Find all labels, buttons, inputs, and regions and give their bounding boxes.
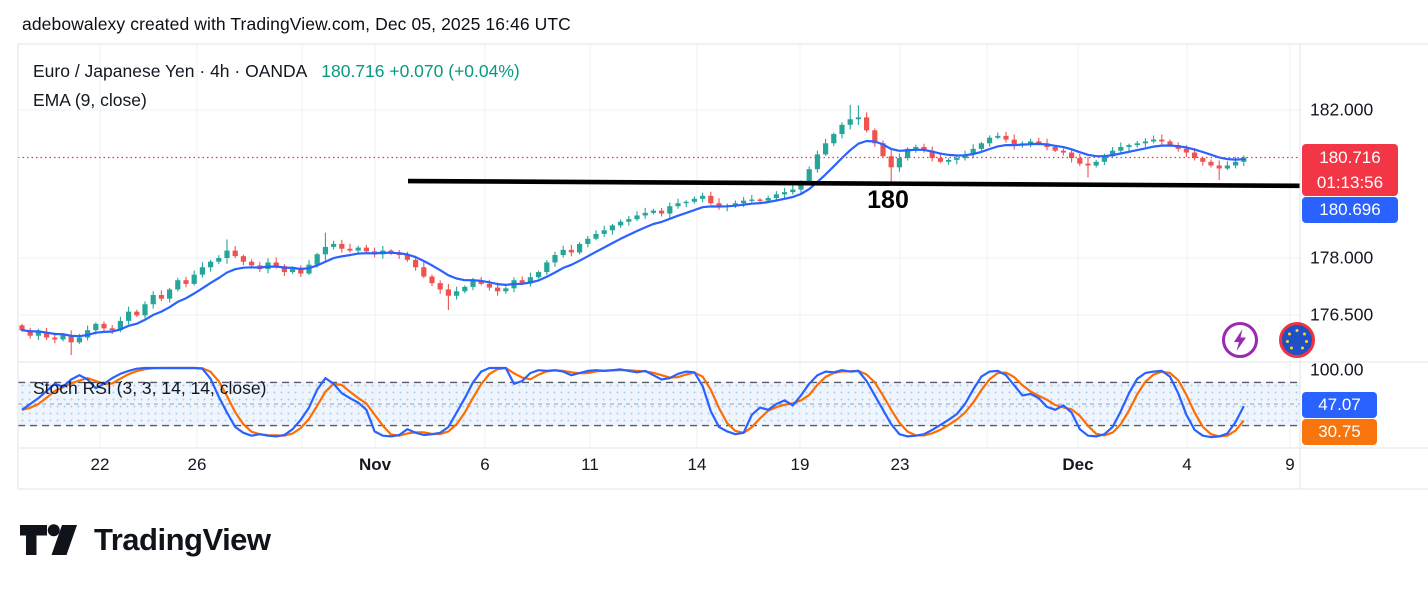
price-scale[interactable]: 182.000 178.000 176.500 100.00 bbox=[1300, 44, 1428, 489]
support-trendline[interactable] bbox=[407, 178, 1301, 189]
stoch-k-line[interactable] bbox=[21, 366, 1245, 439]
ema-line[interactable] bbox=[20, 139, 1245, 338]
eu-flag-icon[interactable] bbox=[1278, 321, 1316, 359]
support-level-label[interactable]: 180 bbox=[867, 186, 909, 214]
symbol-title: Euro / Japanese Yen · 4h · OANDA bbox=[33, 61, 307, 81]
lightning-bolt-icon[interactable] bbox=[1221, 321, 1259, 359]
last-price-badge: 180.716 01:13:56 bbox=[1302, 144, 1398, 196]
symbol-values: 180.716 +0.070 (+0.04%) bbox=[321, 61, 520, 81]
time-axis-label: 9 bbox=[1285, 455, 1295, 474]
time-axis-label: 23 bbox=[890, 455, 910, 474]
time-axis-label: 14 bbox=[687, 455, 707, 474]
stoch-rsi-legend[interactable]: Stoch RSI (3, 3, 14, 14, close) bbox=[33, 378, 267, 398]
stoch-d-value-badge: 30.75 bbox=[1302, 419, 1377, 445]
price-scale-label: 182.000 bbox=[1310, 99, 1374, 120]
ema-legend[interactable]: EMA (9, close) bbox=[33, 90, 147, 110]
price-scale-label: 176.500 bbox=[1310, 304, 1374, 325]
candles bbox=[19, 104, 1247, 356]
stoch-levels bbox=[18, 381, 1300, 427]
ema-value-badge: 180.696 bbox=[1302, 197, 1398, 223]
tradingview-logo[interactable]: TradingView bbox=[20, 516, 271, 564]
price-scale-label: 100.00 bbox=[1310, 359, 1364, 380]
time-axis-label: 22 bbox=[90, 455, 110, 474]
last-price-value: 180.716 bbox=[1319, 148, 1381, 167]
time-axis-label: Dec bbox=[1062, 455, 1094, 474]
time-axis-label: 19 bbox=[790, 455, 810, 474]
stoch-k-value-badge: 47.07 bbox=[1302, 392, 1377, 418]
time-axis-label: 26 bbox=[187, 455, 207, 474]
time-axis[interactable]: 22 26 Nov 6 11 14 19 23 Dec 4 9 bbox=[18, 455, 1300, 481]
pane-borders bbox=[17, 43, 1428, 490]
bar-countdown: 01:13:56 bbox=[1316, 173, 1384, 192]
time-axis-label: 4 bbox=[1182, 455, 1192, 474]
symbol-legend[interactable]: Euro / Japanese Yen · 4h · OANDA 180.716… bbox=[33, 61, 520, 82]
time-axis-label: Nov bbox=[358, 455, 392, 474]
tradingview-logo-mark bbox=[20, 524, 77, 555]
time-axis-label: 11 bbox=[581, 455, 599, 474]
price-scale-label: 178.000 bbox=[1310, 247, 1374, 268]
tradingview-logo-text: TradingView bbox=[94, 522, 271, 557]
time-axis-label: 6 bbox=[480, 455, 490, 474]
attribution-text: adebowalexy created with TradingView.com… bbox=[22, 14, 571, 34]
